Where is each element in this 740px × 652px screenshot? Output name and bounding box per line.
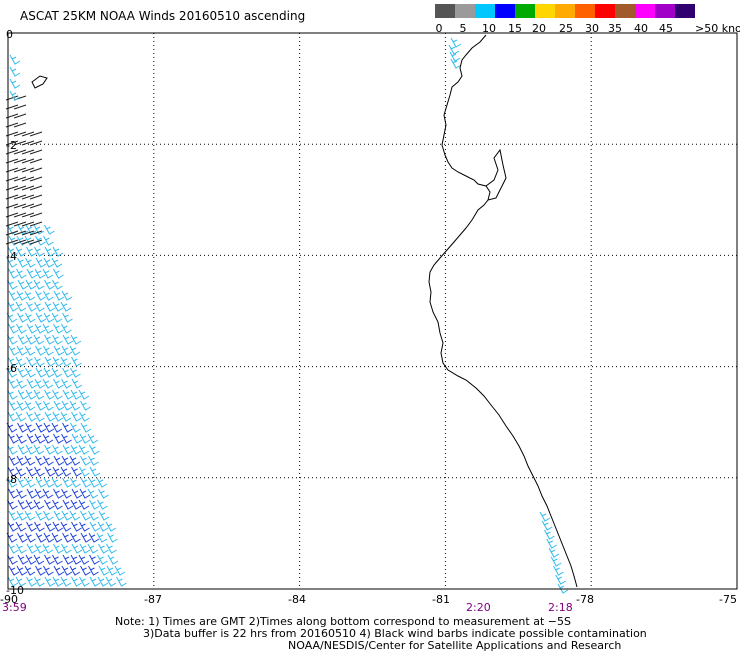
lat-label-1: -2 xyxy=(6,139,17,153)
time-label-0: 3:59 xyxy=(2,601,27,614)
lat-lon-grid xyxy=(8,33,737,589)
lat-label-5: -10 xyxy=(6,584,24,597)
legend-swatch-10 xyxy=(635,4,655,18)
legend-swatch-5 xyxy=(535,4,555,18)
legend-swatch-8 xyxy=(595,4,615,18)
time-label-2: 2:18 xyxy=(548,601,573,614)
lat-label-4: -8 xyxy=(6,472,17,486)
legend-label-5: 25 xyxy=(559,22,573,35)
legend-label-8: 40 xyxy=(634,22,648,35)
legend-swatch-3 xyxy=(495,4,515,18)
lon-label-87: -87 xyxy=(144,593,162,606)
lat-label-0: 0 xyxy=(6,28,13,41)
legend-label-0: 0 xyxy=(435,22,443,35)
legend-swatch-6 xyxy=(555,4,575,18)
legend-swatch-2 xyxy=(475,4,495,18)
legend-label-2: 10 xyxy=(482,22,496,35)
legend-swatch-4 xyxy=(515,4,535,18)
legend-swatch-7 xyxy=(575,4,595,18)
note-line-1: Note: 1) Times are GMT 2)Times along bot… xyxy=(115,615,571,628)
lat-label-3: -6 xyxy=(6,361,17,375)
map-frame xyxy=(7,32,738,590)
lon-label-81: -81 xyxy=(432,593,450,606)
legend-swatch-9 xyxy=(615,4,635,18)
legend-label-7: 35 xyxy=(608,22,622,35)
coastline xyxy=(31,34,578,588)
legend-swatch-0 xyxy=(435,4,455,18)
legend-label-10: >50 knots xyxy=(695,22,740,35)
lon-label-78: -78 xyxy=(576,593,594,606)
legend-label-1: 5 xyxy=(459,22,467,35)
note-line-2: 3)Data buffer is 22 hrs from 20160510 4)… xyxy=(143,627,647,640)
legend-label-3: 15 xyxy=(508,22,522,35)
legend-label-4: 20 xyxy=(532,22,546,35)
legend-swatch-12 xyxy=(675,4,695,18)
lat-label-2: -4 xyxy=(6,250,17,264)
legend-label-9: 45 xyxy=(659,22,673,35)
legend-label-6: 30 xyxy=(585,22,599,35)
legend-swatch-1 xyxy=(455,4,475,18)
lon-label-84: -84 xyxy=(288,593,306,606)
legend-swatch-11 xyxy=(655,4,675,18)
wind-barbs xyxy=(5,37,569,594)
map-title: ASCAT 25KM NOAA Winds 20160510 ascending xyxy=(20,9,306,23)
lon-label-75: -75 xyxy=(719,593,737,606)
note-line-3: NOAA/NESDIS/Center for Satellite Applica… xyxy=(288,639,622,652)
time-label-1: 2:20 xyxy=(466,601,491,614)
lon-label-90: -90 xyxy=(0,593,18,606)
